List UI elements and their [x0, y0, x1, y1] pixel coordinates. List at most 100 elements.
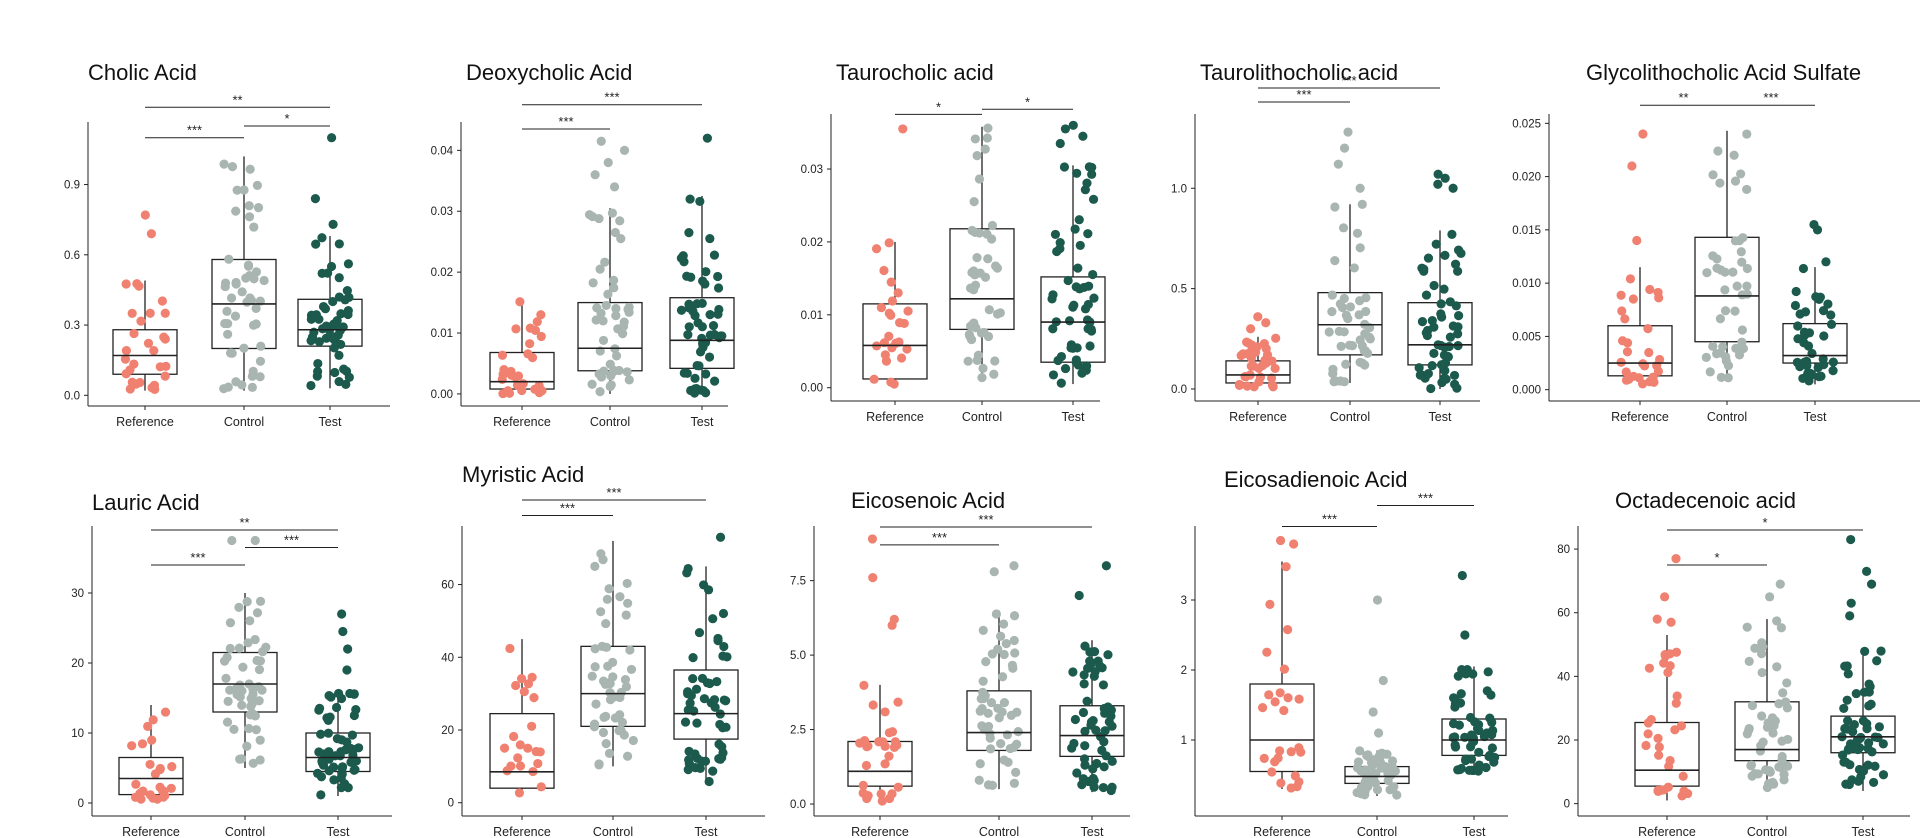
outlier-point	[328, 219, 338, 229]
y-tick-label: 0.010	[1512, 278, 1541, 290]
data-point	[983, 123, 993, 133]
x-tick-label: Reference	[851, 825, 909, 838]
data-point	[1791, 286, 1801, 297]
data-point	[1677, 791, 1687, 801]
data-point	[601, 739, 611, 749]
data-point	[974, 775, 984, 785]
data-point	[992, 263, 1003, 273]
data-point	[881, 356, 892, 366]
data-point	[527, 721, 537, 731]
data-point	[529, 693, 539, 703]
y-tick-label: 20	[441, 725, 454, 737]
data-point	[351, 704, 361, 715]
data-point	[903, 306, 913, 316]
chart-panel: Eicosenoic Acid 0.0 2.5 5.0 7.5 Reference Cont…	[790, 488, 1130, 838]
data-point	[965, 331, 975, 341]
box	[1317, 291, 1383, 356]
y-tick-label: 1.0	[1171, 183, 1187, 195]
x-tick-label: Reference	[1611, 410, 1669, 424]
data-point	[685, 698, 695, 708]
data-point	[498, 369, 508, 379]
outlier-point	[1009, 561, 1019, 571]
significance-label: *	[1714, 550, 1719, 565]
data-point	[858, 780, 868, 790]
data-point	[1757, 711, 1767, 721]
data-point	[1090, 667, 1100, 677]
data-point	[1352, 228, 1363, 238]
data-point	[1103, 650, 1113, 660]
x-tick-label: Test	[1062, 410, 1085, 424]
data-point	[1657, 785, 1667, 795]
data-point	[1360, 790, 1370, 800]
data-point	[344, 372, 354, 382]
data-point	[877, 796, 887, 806]
data-point	[1089, 775, 1099, 786]
chart-panel: Eicosadienoic Acid 1 2 3 Reference Control Tes…	[1181, 467, 1508, 838]
outlier-point	[140, 210, 150, 220]
data-point	[1779, 769, 1789, 779]
data-point	[536, 331, 546, 342]
data-point	[1244, 338, 1254, 348]
outlier-point	[1440, 173, 1450, 183]
data-point	[698, 339, 708, 349]
data-point	[314, 747, 324, 757]
data-point	[223, 329, 233, 339]
data-point	[999, 697, 1010, 708]
data-point	[993, 644, 1003, 654]
data-point	[1708, 251, 1718, 261]
data-point	[683, 765, 693, 775]
data-point	[1783, 761, 1793, 771]
data-point	[1654, 742, 1664, 752]
chart-panel: Lauric Acid 0 10 20 30 Reference Control Test **…	[71, 490, 392, 838]
data-point	[251, 303, 261, 314]
y-tick-label: 0.01	[431, 328, 453, 340]
y-tick-label: 0.04	[431, 145, 454, 157]
data-point	[1850, 743, 1861, 754]
data-point	[978, 676, 988, 686]
data-point	[1851, 688, 1861, 699]
data-point	[1672, 691, 1682, 701]
data-point	[249, 222, 259, 232]
data-point	[1793, 321, 1803, 331]
data-point	[237, 380, 247, 390]
outlier-point	[1866, 579, 1877, 589]
data-point	[1474, 725, 1484, 736]
outlier-point	[590, 170, 600, 180]
data-point	[129, 359, 139, 369]
data-point	[1874, 722, 1884, 732]
data-point	[703, 585, 714, 595]
data-point	[1750, 643, 1760, 653]
data-point	[1853, 776, 1863, 786]
data-point	[617, 717, 628, 727]
data-point	[895, 318, 905, 328]
data-point	[1453, 322, 1463, 332]
y-tick-label: 0.000	[1512, 385, 1541, 397]
data-point	[234, 684, 244, 694]
data-point	[514, 788, 525, 798]
data-point	[244, 271, 255, 281]
data-point	[1423, 253, 1434, 263]
data-point	[219, 159, 229, 169]
data-point	[894, 337, 904, 347]
data-point	[1360, 360, 1370, 370]
data-point	[220, 318, 230, 329]
y-tick-label: 2.5	[790, 725, 806, 737]
y-tick-label: 5.0	[790, 650, 806, 662]
data-point	[704, 776, 714, 787]
data-point	[1744, 656, 1754, 666]
data-point	[600, 257, 610, 267]
outlier-point	[898, 124, 908, 134]
data-point	[1279, 705, 1289, 716]
data-point	[516, 673, 527, 684]
data-point	[1362, 348, 1373, 358]
data-point	[622, 367, 632, 377]
outlier-point	[1373, 728, 1384, 738]
data-point	[1715, 178, 1725, 188]
data-point	[893, 288, 903, 298]
box	[580, 645, 646, 728]
x-tick-label: Test	[1852, 825, 1875, 838]
data-point	[1826, 319, 1837, 329]
outlier-point	[1078, 131, 1088, 141]
data-point	[1356, 782, 1367, 793]
data-point	[255, 596, 266, 606]
